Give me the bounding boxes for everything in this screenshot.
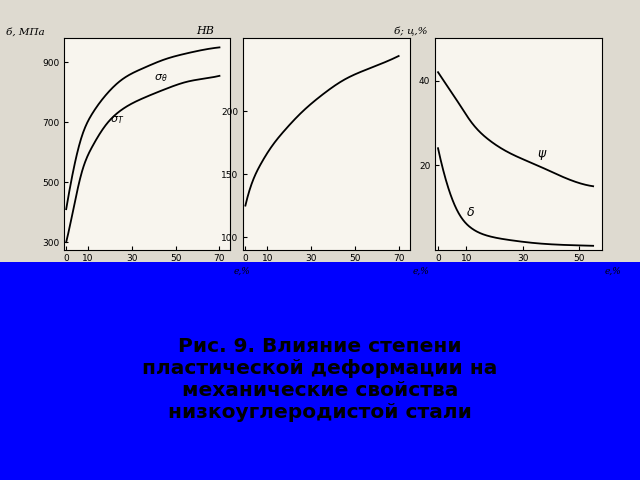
Text: е,%: е,% xyxy=(605,266,621,276)
Text: $\psi$: $\psi$ xyxy=(537,148,547,162)
Text: $\sigma_{\theta}$: $\sigma_{\theta}$ xyxy=(154,72,168,84)
Text: б, МПа: б, МПа xyxy=(6,27,44,36)
Text: НВ: НВ xyxy=(196,26,214,36)
Text: $\sigma_{T}$: $\sigma_{T}$ xyxy=(110,114,124,126)
Text: б; ц,%: б; ц,% xyxy=(394,27,427,36)
Text: е,%: е,% xyxy=(234,266,250,276)
Text: Рис. 9. Влияние степени
пластической деформации на
механические свойства
низкоуг: Рис. 9. Влияние степени пластической деф… xyxy=(142,336,498,422)
Text: е,%: е,% xyxy=(413,266,429,276)
Text: $\delta$: $\delta$ xyxy=(466,206,476,219)
